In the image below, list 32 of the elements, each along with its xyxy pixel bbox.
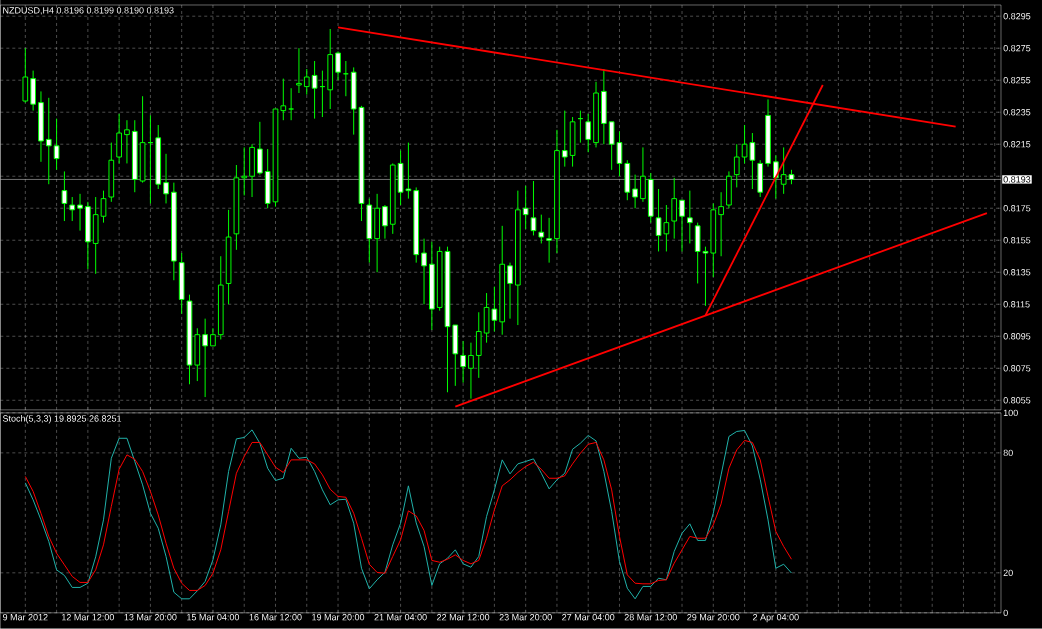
y-tick-label: 0.8215 [1003,141,1031,148]
y-tick-label: 0.8275 [1003,45,1031,52]
x-tick-label: 13 Mar 20:00 [124,614,177,621]
x-tick-label: 12 Mar 12:00 [62,614,115,621]
y-tick-label: 20 [1003,569,1013,577]
x-tick-label: 2 Apr 04:00 [753,614,799,623]
x-tick-label: 15 Mar 04:00 [187,614,240,621]
x-tick-label: 29 Mar 20:00 [687,614,740,621]
x-tick-label: 22 Mar 12:00 [437,614,490,621]
x-tick-label: 21 Mar 04:00 [374,614,427,621]
y-tick-label: 80 [1003,449,1013,457]
y-tick-label: 0.8095 [1003,333,1031,340]
y-tick-label: 0.8135 [1003,269,1031,276]
y-tick-label: 0.8235 [1003,109,1031,116]
chart-title: NZDUSD,H4 0.8196 0.8199 0.8190 0.8193 [3,7,174,15]
y-tick-label: 0 [1003,609,1008,617]
x-tick-label: 27 Mar 04:00 [562,614,615,621]
chart-title: Stoch(5,3,3) 19.8925 26.8251 [2,415,122,424]
y-tick-label: 0.8155 [1003,237,1031,244]
y-tick-label: 0.8175 [1003,205,1031,212]
y-tick-label: 0.8055 [1003,397,1031,404]
y-tick-label: 0.8115 [1003,301,1030,308]
y-tick-label: 0.8295 [1003,13,1031,20]
x-tick-label: 28 Mar 12:00 [624,614,677,621]
y-tick-label: 0.8255 [1003,77,1031,84]
y-tick-label: 100 [1003,409,1018,417]
x-tick-label: 23 Mar 20:00 [499,614,552,621]
x-tick-label: 19 Mar 20:00 [312,614,365,621]
y-tick-label: 0.8075 [1003,365,1031,372]
x-tick-label: 9 Mar 2012 [2,614,48,621]
x-tick-label: 16 Mar 12:00 [249,614,302,621]
ref-line-label: 0.8193 [1003,176,1031,183]
